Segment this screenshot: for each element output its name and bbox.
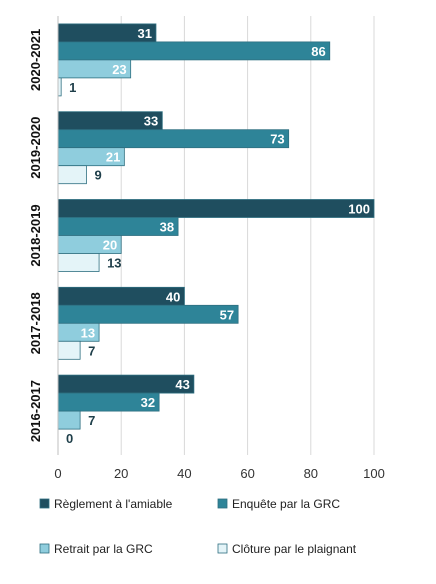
legend-swatch <box>217 498 228 509</box>
data-label: 23 <box>112 62 126 77</box>
category-label: 2017-2018 <box>28 292 43 354</box>
legend-label: Clôture par le plaignant <box>232 542 357 556</box>
data-label: 13 <box>81 325 95 340</box>
legend-label: Retrait par la GRC <box>54 542 153 556</box>
bar <box>57 199 375 218</box>
x-tick-label: 60 <box>240 466 254 481</box>
data-label: 86 <box>311 44 325 59</box>
category-label: 2016-2017 <box>28 380 43 442</box>
data-label: 21 <box>106 150 120 165</box>
data-label: 38 <box>160 220 174 235</box>
data-label: 100 <box>348 202 370 217</box>
bar <box>57 165 87 185</box>
data-label: 73 <box>270 132 284 147</box>
bar <box>57 304 239 324</box>
x-tick-label: 80 <box>304 466 318 481</box>
data-label: 33 <box>144 114 158 129</box>
legend: Règlement à l'amiable Enquête par la GRC R… <box>39 497 357 556</box>
bar <box>57 41 331 61</box>
bar <box>57 253 100 272</box>
x-tick-label: 20 <box>114 466 128 481</box>
x-tick-label: 40 <box>177 466 191 481</box>
data-label: 9 <box>94 168 101 183</box>
data-label: 40 <box>166 289 180 304</box>
bar <box>57 374 195 394</box>
data-label: 7 <box>88 343 95 358</box>
x-tick-label: 100 <box>363 466 385 481</box>
data-label: 32 <box>141 395 155 410</box>
x-tick-label: 0 <box>54 466 61 481</box>
data-label: 0 <box>66 431 73 446</box>
data-label: 43 <box>175 377 189 392</box>
data-label: 1 <box>69 80 76 95</box>
legend-swatch <box>217 543 228 554</box>
category-label: 2018-2019 <box>28 204 43 266</box>
legend-label: Enquête par la GRC <box>232 497 340 511</box>
data-label: 31 <box>137 26 151 41</box>
legend-swatch <box>39 498 50 509</box>
bar <box>57 410 81 430</box>
bar <box>57 129 290 149</box>
data-label: 20 <box>103 238 117 253</box>
legend-label: Règlement à l'amiable <box>54 497 173 511</box>
axis-layer: 0 20 40 60 80 100 2020-2021 2019-2020 2018-2019 2… <box>28 16 385 481</box>
legend-swatch <box>39 543 50 554</box>
data-label: 13 <box>107 256 121 271</box>
data-label: 7 <box>88 413 95 428</box>
category-label: 2019-2020 <box>28 117 43 179</box>
data-label: 57 <box>220 307 234 322</box>
bar <box>57 340 81 360</box>
category-label: 2020-2021 <box>28 29 43 91</box>
